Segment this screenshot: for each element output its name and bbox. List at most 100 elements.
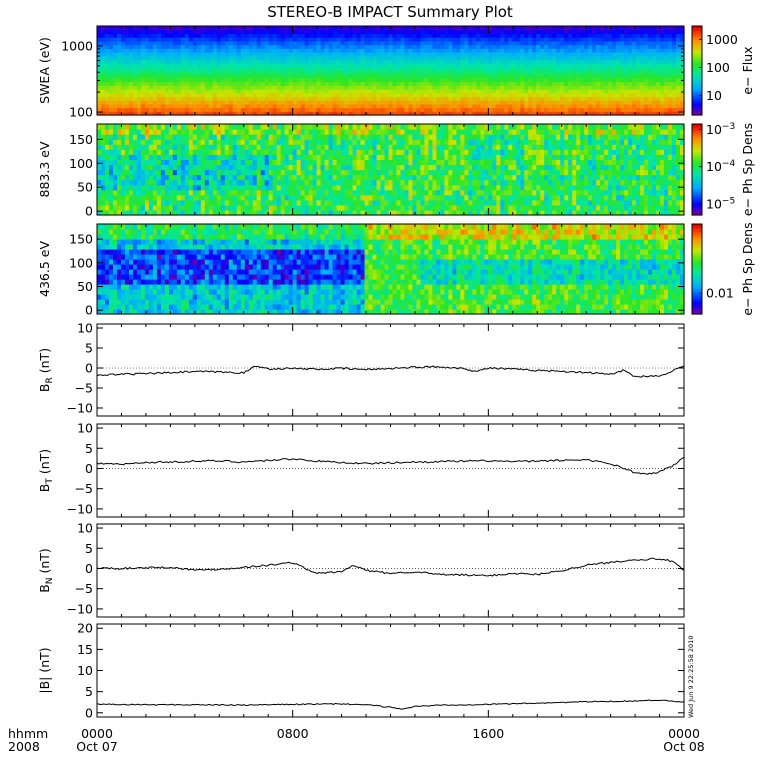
colorbar-label: e− Ph Sp Dens [740,222,755,315]
heatmap-cells [97,124,685,216]
colorbar-cell [692,143,702,146]
colorbar-cell [692,98,702,101]
y-axis-label: |B| (nT) [37,647,52,693]
series-line [96,699,685,710]
y-tick-label: 10 [77,321,93,336]
colorbar-tick-label: 10−5 [706,196,735,211]
colorbar-tick-label: 10−4 [706,159,735,174]
y-tick-label: 10 [77,663,93,678]
y-tick-label: 10 [77,521,93,536]
colorbar-cell [692,169,702,172]
colorbar-cell [692,243,702,246]
colorbar-cell [692,73,702,76]
colorbar-cell [692,275,702,278]
colorbar-cell [692,290,702,293]
colorbar-cell [692,267,702,270]
colorbar-cell [692,134,702,137]
colorbar-cell [692,224,702,227]
y-axis-label-sub: R [45,377,55,383]
colorbar-cell [692,303,702,306]
colorbar-cell [692,82,702,85]
colorbar-cell [692,207,702,210]
colorbar-cell [692,308,702,311]
series-line [96,557,685,577]
colorbar-cell [692,296,702,299]
colorbar-cell [692,104,702,107]
colorbar-cell [692,97,702,100]
y-tick-label: 5 [85,684,93,699]
colorbar-cell [692,46,702,49]
colorbar-cell [692,199,702,202]
colorbar-cell [692,294,702,297]
colorbar-tick-exp: −4 [722,159,736,169]
y-tick-label: 50 [77,180,93,195]
colorbar-label: e− Flux [740,46,755,94]
colorbar-tick-label: 100 [706,60,730,75]
y-tick-label: 1000 [61,38,93,53]
colorbar-cell [692,142,702,145]
colorbar-frame [691,123,703,216]
colorbar-cell [692,79,702,82]
panel-bt: −10 −5 0 5 10 BT (nT) [37,421,685,518]
colorbar-cell [692,175,702,178]
colorbar-cell [692,128,702,131]
colorbar-cell [692,190,702,193]
colorbar-cell [692,210,702,213]
colorbar-tick-base: 10 [706,159,722,174]
colorbar-cell [692,177,702,180]
colorbar-frame [691,223,703,315]
y-tick-label: 100 [69,255,93,270]
y-axis-label: 436.5 eV [37,241,52,297]
y-tick-label: −5 [75,381,93,396]
colorbar-cell [692,264,702,267]
colorbar-cell [692,192,702,195]
x-axis-row2-label: 2008 [8,739,40,754]
colorbar-cell [692,80,702,83]
x-tick-time-label: 0000 [668,726,700,741]
colorbar-cell [692,211,702,215]
panel-frame [96,523,685,618]
colorbar-cell [692,249,702,252]
colorbar-cell [692,288,702,291]
colorbar-cell [692,101,702,104]
panel-frame [96,623,685,718]
colorbar-cell [692,240,702,243]
colorbar-cell [692,77,702,80]
colorbar-cell [692,146,702,149]
colorbar-cell [692,248,702,251]
y-axis-label-main: |B| [37,677,52,694]
colorbar-cell [692,86,702,89]
y-tick-label: 5 [85,341,93,356]
colorbar-cell [692,49,702,52]
colorbar-cell [692,183,702,186]
colorbar-cell [692,167,702,171]
colorbar-cell [692,66,702,69]
colorbar-cell [692,131,702,134]
colorbar-cell [692,279,702,282]
colorbar-cell [692,136,702,139]
colorbar-tick-label: 10−3 [706,122,735,137]
panel-br: −10 −5 0 5 10 BR (nT) [37,321,685,417]
colorbar-cell [692,152,702,155]
colorbar-tick-label: 10 [706,88,722,103]
colorbar-cell [692,42,702,45]
colorbar-cell [692,106,702,109]
x-tick-time-label: 1600 [472,726,504,741]
colorbar-cell [692,60,702,63]
colorbar-cell [692,172,702,175]
y-tick-label: 5 [85,541,93,556]
colorbar-cell [692,85,702,88]
y-axis-label-sub: T [45,478,55,485]
y-axis-label: 883.3 eV [37,141,52,197]
colorbar-cell [692,33,702,36]
colorbar-cell [692,225,702,228]
colorbar-cell [692,57,702,60]
panel-frame [96,323,685,417]
colorbar-cell [692,300,702,303]
colorbar-cell [692,204,702,207]
colorbar-cell [692,154,702,157]
colorbar-cell [692,287,702,290]
colorbar-cell [692,282,702,285]
